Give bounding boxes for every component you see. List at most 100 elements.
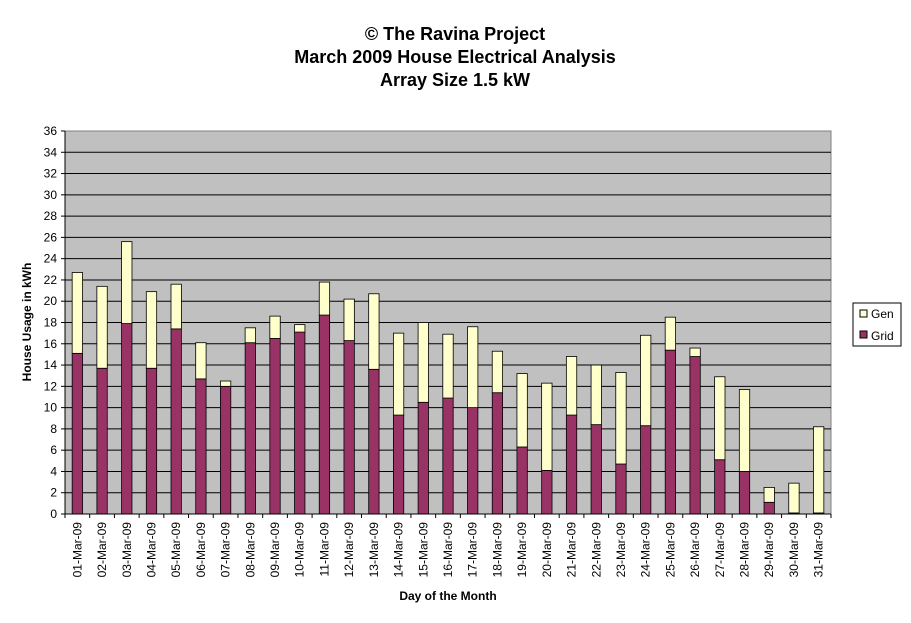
x-tick-label: 20-Mar-09 [540,522,554,578]
x-tick-label: 03-Mar-09 [120,522,134,578]
chart-title: © The Ravina Project March 2009 House El… [294,24,616,90]
x-ticks: 01-Mar-09 02-Mar-09 03-Mar-09 04-Mar-09 05-M… [64,514,832,578]
x-tick-label: 22-Mar-09 [589,522,603,578]
x-tick-label: 01-Mar-09 [70,522,84,578]
bar-grid [343,340,355,515]
bar-grid [467,407,479,515]
bar-grid [392,414,405,515]
y-tick-label: 20 [44,294,58,308]
legend-swatch-gen [859,309,868,318]
gridlines [65,151,831,494]
y-tick-label: 6 [50,443,57,457]
bar-gen [738,389,751,472]
bar-grid [368,368,380,515]
x-tick-label: 23-Mar-09 [614,522,628,578]
bar-gen [244,327,256,344]
bar-grid [516,446,528,515]
x-tick-label: 24-Mar-09 [639,522,653,578]
legend-label-grid: Grid [871,329,894,343]
bar-gen [343,298,355,341]
bar-grid [170,328,182,515]
bar-gen [71,272,83,354]
bar-grid [689,356,701,515]
y-tick-label: 2 [50,486,57,500]
bar-gen [491,350,504,394]
legend: Gen Grid [852,302,902,347]
bar-gen [294,324,306,333]
y-tick-label: 30 [44,188,58,202]
bar-gen [640,334,652,427]
bar-grid [590,424,602,515]
bar-gen [368,293,380,370]
y-tick-label: 32 [44,167,58,181]
x-tick-label: 09-Mar-09 [268,522,282,578]
x-tick-label: 15-Mar-09 [416,522,430,578]
x-tick-label: 08-Mar-09 [243,522,257,578]
x-tick-label: 28-Mar-09 [738,522,752,578]
y-axis-label: House Usage in kWh [20,263,34,382]
bar-gen [417,322,429,403]
x-tick-label: 12-Mar-09 [342,522,356,578]
bar-gen [121,241,133,324]
x-tick-label: 05-Mar-09 [169,522,183,578]
x-tick-label: 18-Mar-09 [490,522,504,578]
bar-grid [244,342,256,515]
x-tick-label: 02-Mar-09 [95,522,109,578]
x-tick-label: 07-Mar-09 [219,522,233,578]
bar-gen [590,364,602,426]
bar-grid [541,469,553,515]
y-tick-label: 10 [44,401,58,415]
x-tick-label: 04-Mar-09 [144,522,158,578]
bar-gen [467,326,479,409]
bar-gen [714,376,726,461]
bar-gen [220,380,232,387]
bar-grid [640,425,652,515]
bar-gen [664,316,676,351]
bar-gen [318,281,331,316]
bar-gen [813,426,825,514]
bar-gen [170,283,182,330]
bar-gen [195,342,207,380]
bar-gen [145,291,158,369]
bar-gen [392,332,405,416]
y-tick-label: 18 [44,316,58,330]
x-tick-label: 19-Mar-09 [515,522,529,578]
y-tick-label: 12 [44,379,58,393]
bar-gen [442,333,454,399]
y-tick-label: 24 [44,252,58,266]
bar-gen [565,356,578,416]
y-tick-label: 4 [50,464,57,478]
bar-gen [96,285,108,369]
bar-grid [664,349,676,515]
x-tick-label: 25-Mar-09 [663,522,677,578]
x-tick-label: 30-Mar-09 [787,522,801,578]
x-tick-label: 27-Mar-09 [713,522,727,578]
bar-gen [763,487,775,503]
bar-gen [788,482,800,514]
bar-grid [71,352,83,515]
x-tick-label: 06-Mar-09 [194,522,208,578]
bar-grid [417,401,429,515]
bar-gen [516,373,528,448]
bar-grid [738,471,751,515]
y-tick-label: 36 [44,124,58,138]
legend-label-gen: Gen [871,307,894,321]
bar-grid [195,378,207,515]
y-tick-label: 16 [44,337,58,351]
x-tick-label: 17-Mar-09 [466,522,480,578]
bar-gen [689,347,701,357]
title-line-2: March 2009 House Electrical Analysis [294,47,616,67]
x-tick-label: 11-Mar-09 [317,522,331,577]
legend-swatch-grid [859,330,868,339]
y-tick-label: 34 [44,145,58,159]
bar-grid [220,385,232,515]
x-tick-label: 10-Mar-09 [293,522,307,578]
x-axis-label: Day of the Month [399,589,496,603]
title-line-3: Array Size 1.5 kW [380,70,530,90]
bar-grid [615,463,627,515]
bar-gen [269,315,281,339]
bar-grid [121,323,133,515]
bar-grid [96,367,108,515]
